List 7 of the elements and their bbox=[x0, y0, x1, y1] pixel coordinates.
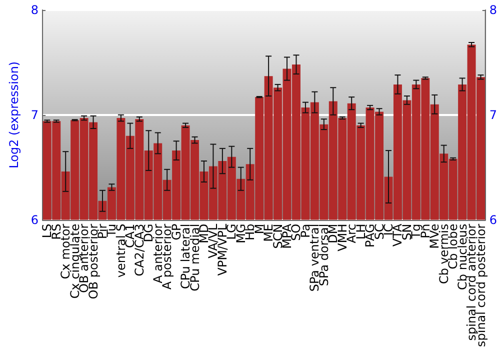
y-axis-title: Log2 (expression) bbox=[7, 61, 21, 168]
y2-tick-label: 8 bbox=[489, 3, 498, 17]
y2-tick-label: 7 bbox=[489, 108, 498, 122]
y-tick-label: 8 bbox=[30, 3, 39, 17]
y-tick-label: 6 bbox=[30, 212, 39, 227]
y2-tick-label: 6 bbox=[489, 212, 498, 227]
y-tick-label: 7 bbox=[30, 108, 39, 122]
